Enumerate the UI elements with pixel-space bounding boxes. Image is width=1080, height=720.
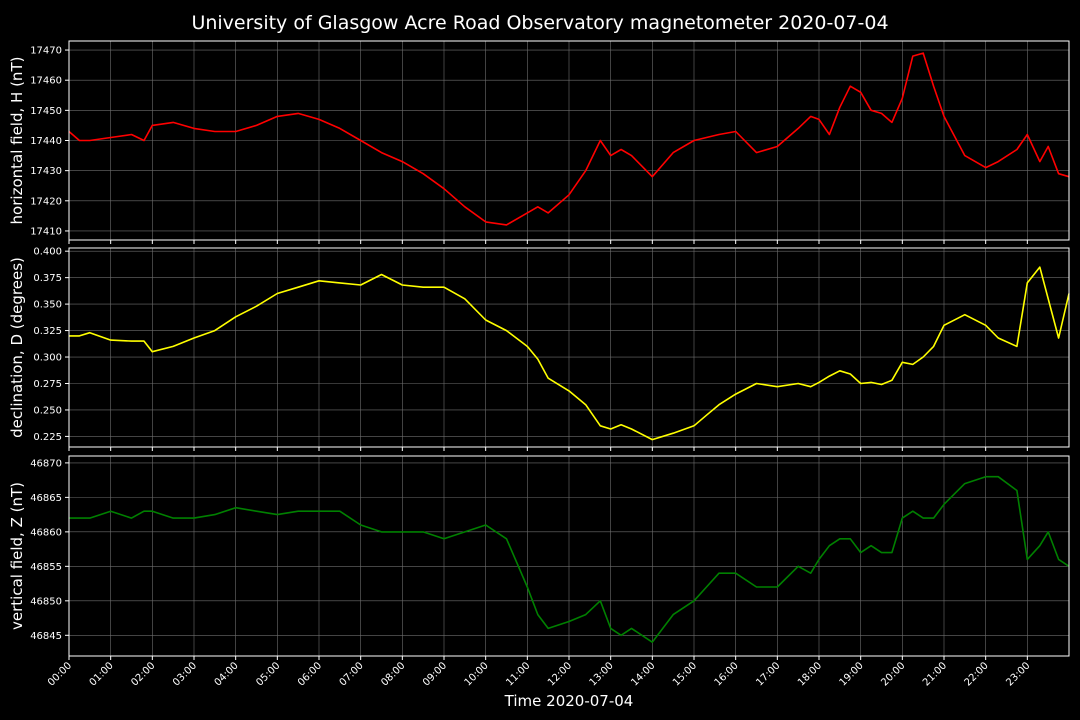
y-tick-label: 46870: [30, 458, 62, 469]
y-axis-label-d: declination, D (degrees): [8, 257, 26, 438]
panel-frame: [68, 247, 1070, 448]
y-axis-label-z: vertical field, Z (nT): [8, 482, 26, 630]
y-tick-label: 0.350: [33, 300, 62, 311]
series-line-h: [68, 52, 1070, 226]
y-tick-label: 0.400: [33, 247, 62, 258]
series-line-z: [69, 475, 1070, 644]
y-tick-label: 17420: [30, 196, 62, 207]
y-tick-label: 0.225: [33, 432, 62, 443]
panel-frame: [68, 455, 1070, 657]
y-tick-label: 17450: [30, 106, 62, 117]
chart-title: University of Glasgow Acre Road Observat…: [191, 12, 888, 34]
series-line-d: [69, 266, 1070, 441]
y-tick-label: 0.275: [33, 379, 62, 390]
panel-d: 0.225 0.250 0.275 0.300 0.325 0.350 0.375 0.400…: [8, 247, 1070, 451]
y-tick-label: 0.300: [33, 353, 62, 364]
y-tick-label: 46850: [30, 596, 62, 607]
y-tick-label: 46855: [30, 562, 62, 573]
y-tick-label: 46860: [30, 527, 62, 538]
panel-h: 17410 17420 17430 17440 17450 17460 17470 horiz…: [8, 40, 1070, 244]
x-axis-label: Time 2020-07-04: [504, 692, 634, 710]
y-tick-label: 0.375: [33, 273, 62, 284]
y-tick-label: 46845: [30, 631, 62, 642]
y-axis-label-h: horizontal field, H (nT): [8, 57, 26, 225]
y-tick-label: 17440: [30, 136, 62, 147]
y-tick-label: 17470: [30, 46, 62, 57]
panel-z: 46845 46850 46855 46860 46865 46870 vertical f…: [8, 455, 1070, 660]
y-tick-label: 17460: [30, 76, 62, 87]
y-tick-label: 0.250: [33, 405, 62, 416]
y-tick-label: 46865: [30, 493, 62, 504]
y-tick-label: 0.325: [33, 326, 62, 337]
panel-frame: [68, 40, 1070, 241]
y-tick-label: 17430: [30, 166, 62, 177]
y-tick-label: 17410: [30, 226, 62, 237]
chart-panels: 17410 17420 17430 17440 17450 17460 17470 horiz…: [8, 40, 1070, 660]
